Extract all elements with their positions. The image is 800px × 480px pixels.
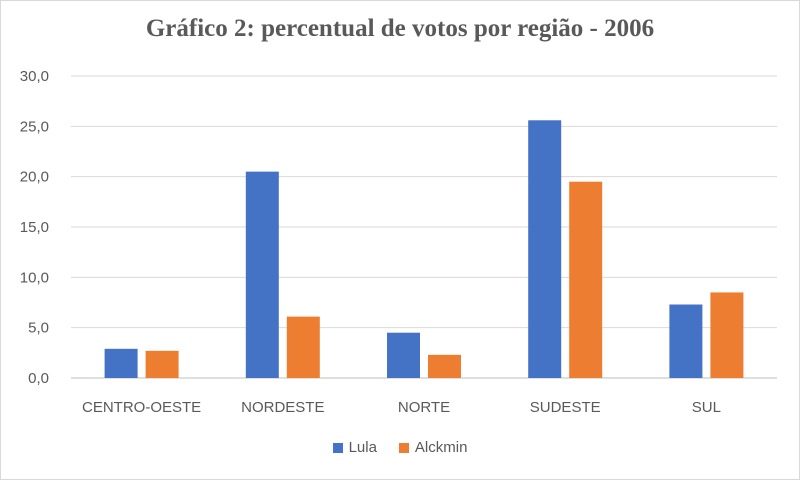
y-tick-label: 0,0 — [28, 370, 49, 387]
category-label: NORTE — [398, 399, 450, 416]
legend-swatch-alckmin — [398, 442, 409, 453]
legend-swatch-lula — [332, 442, 343, 453]
legend-item-alckmin: Alckmin — [398, 439, 468, 456]
category-label: SUL — [692, 399, 721, 416]
chart-title: Gráfico 2: percentual de votos por regiã… — [145, 15, 655, 42]
category-label: SUDESTE — [530, 399, 601, 416]
category-label: CENTRO-OESTE — [82, 399, 201, 416]
y-tick-label: 10,0 — [20, 269, 49, 286]
y-tick-label: 25,0 — [20, 118, 49, 135]
y-tick-label: 30,0 — [20, 68, 49, 85]
legend: Lula Alckmin — [1, 439, 799, 456]
bar-alckmin-sul — [710, 292, 744, 378]
y-tick-label: 20,0 — [20, 169, 49, 186]
legend-item-lula: Lula — [332, 439, 377, 456]
category-label: NORDESTE — [241, 399, 324, 416]
bar-lula-sul — [669, 304, 703, 378]
bar-alckmin-norte — [428, 354, 461, 378]
legend-label-lula: Lula — [348, 439, 377, 456]
bar-lula-sudeste — [528, 120, 562, 378]
bar-alckmin-nordeste — [286, 316, 320, 378]
bar-alckmin-sudeste — [569, 181, 603, 378]
bar-lula-centro-oeste — [104, 348, 138, 378]
bar-lula-norte — [387, 332, 420, 378]
bar-alckmin-centro-oeste — [145, 350, 179, 378]
y-tick-label: 5,0 — [28, 320, 49, 337]
bar-lula-nordeste — [245, 171, 279, 378]
legend-label-alckmin: Alckmin — [414, 439, 468, 456]
y-tick-label: 15,0 — [20, 219, 49, 236]
